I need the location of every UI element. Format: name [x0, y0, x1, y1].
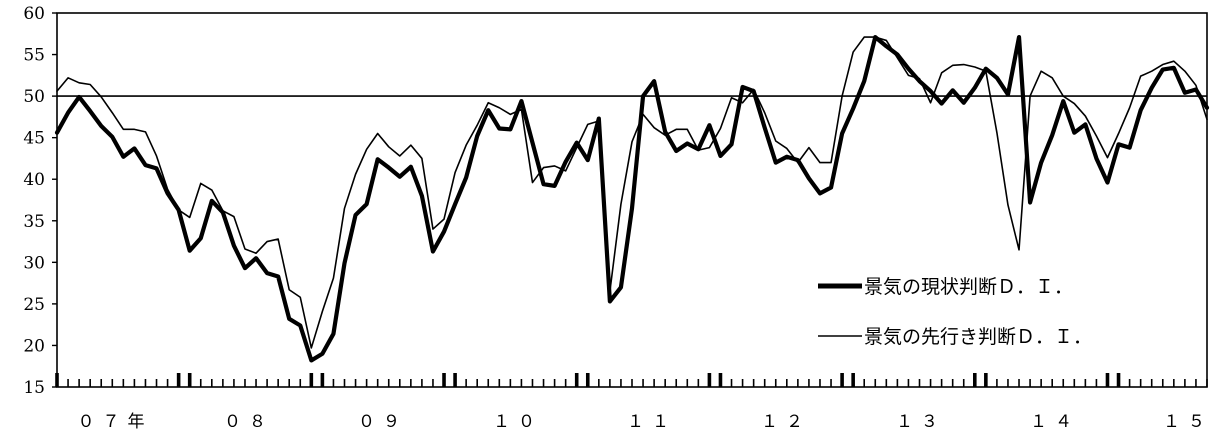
y-tick-label: 20 — [23, 336, 45, 356]
series-line-outlook — [56, 36, 1208, 349]
x-year-label: １１ — [627, 412, 677, 432]
series-layer — [54, 34, 1210, 363]
x-year-label: １２ — [761, 412, 811, 432]
plot-frame — [56, 12, 1208, 388]
x-year-label: ０８ — [224, 412, 274, 432]
legend: 景気の現状判断Ｄ．Ｉ． 景気の先行き判断Ｄ．Ｉ． — [818, 276, 1092, 348]
legend-label: 景気の現状判断Ｄ．Ｉ． — [864, 276, 1073, 298]
y-tick-label: 60 — [23, 4, 45, 24]
y-tick-label: 45 — [23, 129, 45, 149]
x-year-label: １０ — [493, 412, 543, 432]
x-year-label: １４ — [1030, 412, 1080, 432]
y-tick-label: 55 — [23, 46, 45, 66]
x-year-label: ０７年 — [78, 412, 153, 432]
y-tick-label: 15 — [23, 378, 45, 398]
y-tick-label: 30 — [23, 253, 45, 273]
x-year-label: １３ — [896, 412, 946, 432]
y-tick-label: 50 — [23, 87, 45, 107]
y-tick-label: 25 — [23, 295, 45, 315]
x-year-label: １５ — [1163, 412, 1213, 432]
x-axis-labels: ０７年 ０８ ０９ １０ １１ １２ １３ １４ １５ — [78, 412, 1213, 432]
legend-label: 景気の先行き判断Ｄ．Ｉ． — [864, 326, 1092, 348]
y-tick-label: 35 — [23, 212, 45, 232]
y-axis-labels: 15 20 25 30 35 40 45 50 55 60 — [23, 4, 45, 398]
x-axis-ticks — [55, 373, 1208, 387]
series-line-current — [54, 34, 1210, 363]
y-axis-ticks — [52, 12, 57, 388]
x-year-label: ０９ — [358, 412, 408, 432]
y-tick-label: 40 — [23, 170, 45, 190]
